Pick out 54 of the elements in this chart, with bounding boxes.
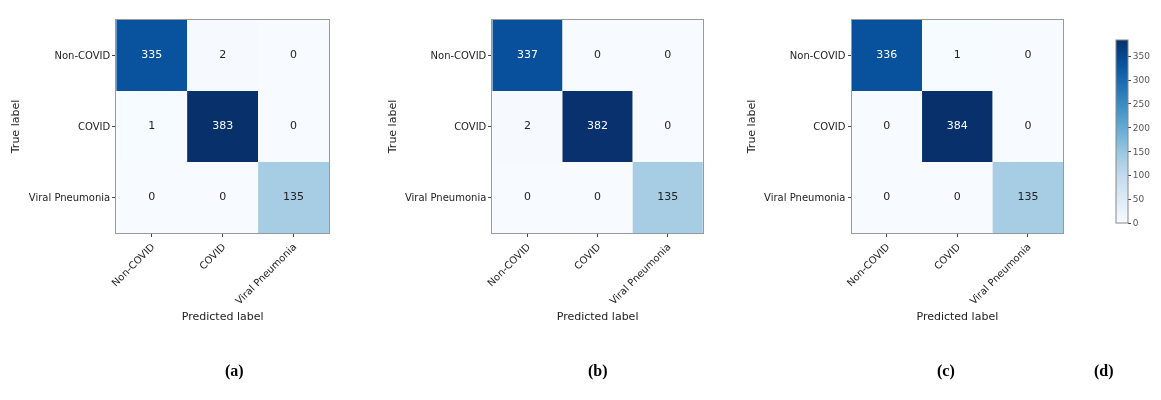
y-tick-label: COVID xyxy=(78,121,111,132)
data-label: 1 xyxy=(148,119,156,133)
data-label: 383 xyxy=(212,119,234,133)
data-label: 0 xyxy=(148,190,156,204)
data-label: 336 xyxy=(876,48,898,62)
x-axis-title: Predicted label xyxy=(556,309,639,323)
data-label: 2 xyxy=(219,48,227,62)
data-label: 0 xyxy=(883,190,891,204)
data-label: 0 xyxy=(219,190,227,204)
y-tick-label: Viral Pneumonia xyxy=(28,192,111,203)
y-axis-title: True label xyxy=(385,99,399,155)
data-label: 335 xyxy=(141,48,163,62)
data-label: 384 xyxy=(946,119,968,133)
color-bar-label: 0 xyxy=(1132,218,1139,229)
y-tick-label: COVID xyxy=(454,121,487,132)
data-label: 0 xyxy=(664,119,672,133)
data-label: 0 xyxy=(1024,48,1032,62)
y-tick-label: Viral Pneumonia xyxy=(764,192,846,203)
x-axis-title: Predicted label xyxy=(916,309,999,323)
data-label: 0 xyxy=(594,48,602,62)
text: (d) xyxy=(1094,362,1114,380)
data-label: 1 xyxy=(953,48,961,62)
data-label: 337 xyxy=(516,48,538,62)
data-label: 135 xyxy=(283,190,305,204)
data-label: 0 xyxy=(664,48,672,62)
y-tick-label: Non-COVID xyxy=(430,50,487,61)
data-label: 135 xyxy=(657,190,679,204)
y-tick-label: Non-COVID xyxy=(54,50,111,61)
color-bar-label: 150 xyxy=(1132,146,1151,157)
y-tick-label: Non-COVID xyxy=(789,50,846,61)
data-label: 2 xyxy=(523,119,531,133)
color-bar-label: 50 xyxy=(1132,194,1145,205)
color-bar-label: 350 xyxy=(1132,51,1151,62)
data-label: 382 xyxy=(587,119,609,133)
text: (c) xyxy=(937,362,955,380)
data-label: 0 xyxy=(594,190,602,204)
data-label: 0 xyxy=(290,119,298,133)
y-axis-title: True label xyxy=(9,99,23,155)
text: (b) xyxy=(588,362,608,380)
data-label: 0 xyxy=(290,48,298,62)
data-label: 0 xyxy=(523,190,531,204)
data-label: 0 xyxy=(883,119,891,133)
color-bar-label: 300 xyxy=(1132,75,1151,86)
data-label: 135 xyxy=(1017,190,1039,204)
color-bar-label: 250 xyxy=(1132,99,1151,110)
text: (a) xyxy=(225,362,244,380)
data-label: 0 xyxy=(953,190,961,204)
color-bar-label: 100 xyxy=(1132,170,1151,181)
y-tick-label: COVID xyxy=(813,121,846,132)
y-tick-label: Viral Pneumonia xyxy=(404,192,487,203)
data-label: 0 xyxy=(1024,119,1032,133)
x-axis-title: Predicted label xyxy=(181,309,264,323)
color-bar-label: 200 xyxy=(1132,122,1151,133)
y-axis-title: True label xyxy=(744,99,758,155)
